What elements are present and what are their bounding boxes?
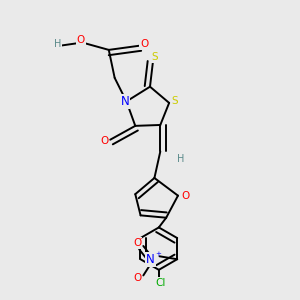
Text: Cl: Cl xyxy=(155,278,166,288)
Text: O: O xyxy=(181,190,190,201)
Text: N: N xyxy=(146,253,155,266)
Text: N: N xyxy=(121,95,129,108)
Text: O: O xyxy=(133,273,142,284)
Text: O: O xyxy=(100,136,109,146)
Text: S: S xyxy=(151,52,158,62)
Text: H: H xyxy=(177,154,184,164)
Text: -: - xyxy=(140,235,142,241)
Text: S: S xyxy=(172,96,178,106)
Text: O: O xyxy=(77,35,85,45)
Text: H: H xyxy=(54,39,61,49)
Text: +: + xyxy=(155,251,161,257)
Text: O: O xyxy=(133,238,142,248)
Text: O: O xyxy=(140,39,148,49)
